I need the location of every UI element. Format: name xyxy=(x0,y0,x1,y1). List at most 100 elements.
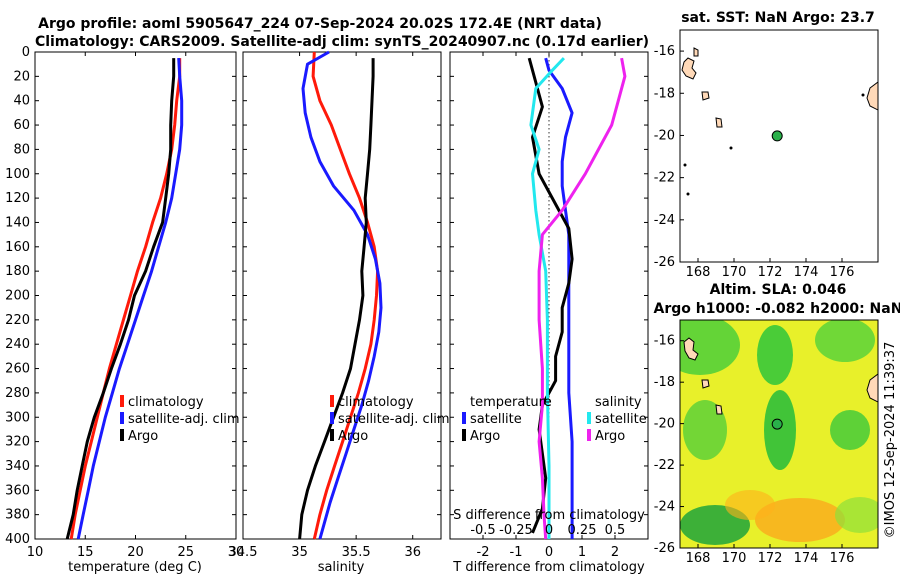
depth-tick-label: 320 xyxy=(5,435,30,450)
sla-blob xyxy=(830,410,870,450)
depth-tick-label: 200 xyxy=(5,289,30,304)
legend-swatch-s-argo xyxy=(587,429,591,441)
island-dot xyxy=(683,163,687,167)
salinity-series xyxy=(298,50,383,540)
legend-swatch-t-satellite xyxy=(462,412,466,424)
difference-panel: -2 -1 0 1 2 S difference from climatology -0… xyxy=(449,51,649,575)
sla-map-title-line2: Argo h1000: -0.082 h2000: NaN xyxy=(654,301,900,317)
salinity-axis-ticks: 34.5 35 35.5 36 xyxy=(229,52,421,560)
s-difference-ticks: -0.5 -0.25 0 0.25 0.5 xyxy=(470,523,625,538)
salinity-panel: 34.5 35 35.5 36 salinity climatology satell… xyxy=(229,50,450,575)
salinity-xlabel: salinity xyxy=(318,560,365,575)
depth-tick-label: 180 xyxy=(5,264,30,279)
sla-blob xyxy=(755,498,845,542)
series-line-climatology xyxy=(69,58,182,540)
series-line-argo xyxy=(65,58,176,540)
legend-label-satellite: satellite-adj. clim xyxy=(128,412,240,427)
legend-label-climatology: climatology xyxy=(338,395,414,410)
x-tick-label: 2 xyxy=(611,545,619,560)
legend-label-s-argo: Argo xyxy=(595,429,625,444)
x-tick-label: -2 xyxy=(477,545,490,560)
legend-swatch-satellite xyxy=(330,412,334,424)
x-tick-label: 20 xyxy=(127,545,144,560)
series-line-satellite-adj-clim xyxy=(76,58,184,540)
depth-tick-label: 100 xyxy=(5,167,30,182)
sst-map-ticks: 168 170 172 174 176 -16 -18 -20 -22 -24 -26 xyxy=(654,44,855,280)
series-line-satellite-adj-clim xyxy=(301,50,383,540)
island-shape xyxy=(866,81,878,111)
x-tick-label: 1 xyxy=(578,545,586,560)
s-tick-label: -0.5 xyxy=(470,523,495,538)
island-shape xyxy=(715,117,723,128)
temperature-axis-ticks: 10 15 20 25 30 xyxy=(27,52,244,560)
series-line-salinity-argo xyxy=(537,57,627,540)
sla-map-axes xyxy=(679,319,879,549)
lat-tick-label: -20 xyxy=(654,128,675,143)
s-tick-label: 0 xyxy=(545,523,553,538)
island-dot xyxy=(861,93,865,97)
sla-blob xyxy=(757,325,793,385)
lon-tick-label: 168 xyxy=(686,551,711,566)
depth-tick-label: 240 xyxy=(5,337,30,352)
lon-tick-label: 172 xyxy=(758,551,783,566)
depth-tick-label: 360 xyxy=(5,483,30,498)
sst-map-land xyxy=(681,47,878,196)
series-line-argo xyxy=(298,58,375,540)
timestamp-label: ©IMOS 12-Sep-2024 11:39:37 xyxy=(883,342,898,539)
legend-swatch-s-satellite xyxy=(587,412,591,424)
x-tick-label: 0 xyxy=(545,545,553,560)
legend-swatch-climatology xyxy=(330,395,334,407)
s-tick-label: 0.25 xyxy=(568,523,597,538)
temperature-series xyxy=(65,58,184,540)
lon-tick-label: 170 xyxy=(722,551,747,566)
temperature-legend: climatology satellite-adj. clim Argo xyxy=(120,395,240,444)
depth-tick-label: 20 xyxy=(13,69,30,84)
s-difference-label: S difference from climatology xyxy=(453,508,645,523)
depth-tick-label: 300 xyxy=(5,410,30,425)
lat-tick-label: -18 xyxy=(654,375,675,390)
lat-tick-label: -16 xyxy=(654,44,675,59)
lat-tick-label: -26 xyxy=(654,255,675,270)
difference-axis-ticks: -2 -1 0 1 2 xyxy=(477,52,619,560)
x-tick-label: 34.5 xyxy=(229,545,258,560)
lon-tick-label: 174 xyxy=(794,265,819,280)
sla-map-panel: 168 170 172 174 176 -16 -18 -20 -22 -24 -26 xyxy=(654,319,879,566)
legend-label-argo: Argo xyxy=(128,429,158,444)
lon-tick-label: 174 xyxy=(794,551,819,566)
x-tick-label: 25 xyxy=(177,545,194,560)
legend-title-salinity: salinity xyxy=(595,395,642,410)
x-tick-label: 15 xyxy=(77,545,94,560)
depth-tick-label: 40 xyxy=(13,94,30,109)
island-shape xyxy=(683,337,699,361)
difference-series xyxy=(527,57,627,540)
x-tick-label: -1 xyxy=(510,545,523,560)
x-tick-label: 35 xyxy=(291,545,308,560)
sla-blob xyxy=(764,390,796,470)
island-shape xyxy=(715,404,723,415)
sla-map-field xyxy=(680,320,878,545)
salinity-depth-ticks xyxy=(243,51,441,540)
s-tick-label: -0.25 xyxy=(499,523,533,538)
depth-tick-label: 280 xyxy=(5,386,30,401)
x-tick-label: 35.5 xyxy=(342,545,371,560)
depth-tick-label: 160 xyxy=(5,240,30,255)
lat-tick-label: -24 xyxy=(654,213,675,228)
legend-label-s-satellite: satellite xyxy=(595,412,647,427)
depth-tick-label: 60 xyxy=(13,118,30,133)
lon-tick-label: 168 xyxy=(686,265,711,280)
sst-map-axes xyxy=(679,29,879,263)
legend-label-t-satellite: satellite xyxy=(470,412,522,427)
sla-map-title-line1: Altim. SLA: 0.046 xyxy=(710,282,847,298)
legend-swatch-argo xyxy=(330,429,334,441)
legend-label-satellite: satellite-adj. clim xyxy=(338,412,450,427)
sst-map-title: sat. SST: NaN Argo: 23.7 xyxy=(681,10,875,26)
legend-swatch-satellite xyxy=(120,412,124,424)
difference-legend: temperature satellite Argo salinity sate… xyxy=(462,395,647,444)
depth-tick-label: 0 xyxy=(22,45,30,60)
lat-tick-label: -22 xyxy=(654,171,675,186)
temperature-xlabel: temperature (deg C) xyxy=(68,560,202,575)
temperature-panel: 0 20 40 60 80 100 120 140 160 180 200 220 240 260 280 3… xyxy=(5,45,244,575)
argo-position-marker xyxy=(771,130,783,142)
island-shape xyxy=(701,91,710,101)
s-tick-label: 0.5 xyxy=(605,523,626,538)
